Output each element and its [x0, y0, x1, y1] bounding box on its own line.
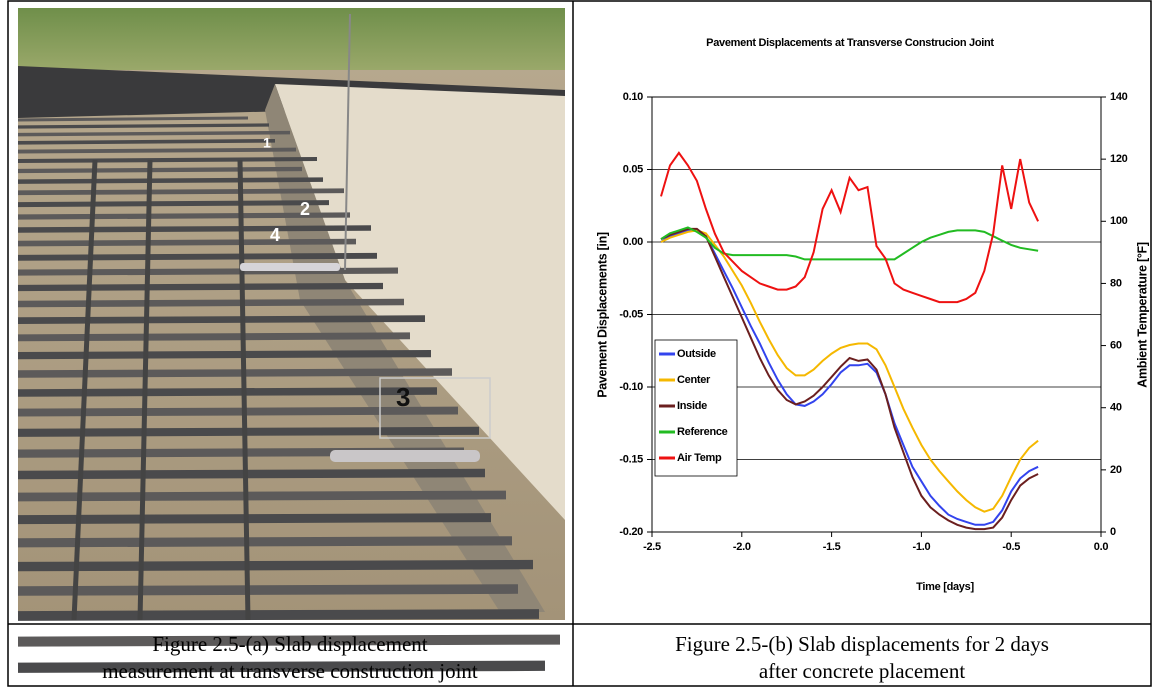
- legend-box: [654, 339, 738, 477]
- y2-tick-label: 80: [1110, 277, 1122, 289]
- y2-axis-label: Ambient Temperature [°F]: [1135, 242, 1149, 388]
- caption: Figure 2.5-(a) Slab displacement: [152, 632, 427, 656]
- legend-label: Center: [677, 374, 711, 386]
- rebar: [17, 252, 378, 261]
- table-border: [7, 0, 1152, 687]
- rebar: [71, 159, 98, 621]
- photo-sensor: [330, 450, 480, 462]
- y-tick-label: -0.20: [619, 526, 643, 538]
- y-tick-label: 0.05: [623, 163, 643, 175]
- rebar: [17, 225, 372, 233]
- x-axis-label: Time [days]: [916, 581, 974, 593]
- photo-frame: [379, 377, 491, 439]
- legend-label: Inside: [677, 400, 707, 412]
- rebar: [17, 609, 540, 621]
- legend-label: Reference: [677, 426, 728, 438]
- series-line: [660, 226, 1039, 261]
- rebar: [17, 188, 345, 196]
- rebar: [17, 123, 270, 129]
- x-tick-label: 0.0: [1094, 541, 1109, 553]
- rebar: [17, 350, 432, 360]
- rebar: [17, 332, 411, 342]
- rebar: [17, 468, 486, 480]
- y-tick-label: 0.00: [623, 236, 643, 248]
- rebar: [17, 536, 513, 548]
- table-frame: Figure 2.5-(a) Slab displacement measure…: [7, 0, 1152, 687]
- rebar: [17, 660, 546, 673]
- series-line: [660, 227, 1039, 531]
- photo-label: 4: [270, 225, 280, 245]
- x-tick-label: -1.5: [823, 541, 841, 553]
- rebar: [17, 238, 357, 247]
- rebar: [137, 159, 153, 621]
- y2-tick-label: 20: [1110, 464, 1122, 476]
- legend-label: Outside: [677, 348, 716, 360]
- rebar: [17, 138, 276, 145]
- rebar: [17, 490, 507, 502]
- caption: after concrete placement: [759, 659, 966, 683]
- rebar: [17, 166, 303, 174]
- rebar: [17, 406, 459, 417]
- x-tick-label: -1.0: [913, 541, 931, 553]
- rebar: [17, 200, 330, 208]
- y-tick-label: -0.05: [619, 308, 643, 320]
- y2-tick-label: 60: [1110, 339, 1122, 351]
- rebar: [17, 147, 297, 154]
- legend-label: Air Temp: [677, 452, 722, 464]
- rebars: [17, 116, 561, 673]
- y-tick-label: -0.15: [619, 453, 643, 465]
- photo-grass: [18, 8, 565, 70]
- y2-tick-label: 140: [1110, 91, 1128, 103]
- y-tick-label: -0.10: [619, 381, 643, 393]
- rebar: [17, 368, 453, 378]
- rebar: [17, 426, 480, 437]
- legend: Outside Center Inside Reference Air Temp: [654, 339, 738, 477]
- rebar: [17, 559, 534, 572]
- caption: measurement at transverse construction j…: [102, 659, 478, 683]
- caption: Figure 2.5-(b) Slab displacements for 2 …: [675, 632, 1049, 656]
- rebar: [17, 267, 399, 276]
- y2-tick-label: 120: [1110, 153, 1128, 165]
- rebar: [17, 584, 519, 596]
- rebar: [17, 177, 324, 184]
- rebar: [17, 387, 438, 397]
- photo-sensor: [240, 263, 340, 271]
- chart-title: Pavement Displacements at Transverse Con…: [706, 37, 994, 49]
- series-line: [660, 229, 1039, 513]
- plot-frame: [651, 96, 1102, 533]
- x-tick-label: -2.0: [733, 541, 751, 553]
- photo-label: 2: [300, 199, 310, 219]
- rebar: [17, 315, 426, 324]
- photo-label: 1: [263, 135, 271, 151]
- y-tick-label: 0.10: [623, 91, 643, 103]
- x-tick-label: -2.5: [643, 541, 661, 553]
- x-tick-label: -0.5: [1002, 541, 1020, 553]
- photo-rod: [344, 13, 351, 271]
- photo-slab-face: [265, 84, 545, 612]
- y2-tick-label: 40: [1110, 402, 1122, 414]
- y-axis-label: Pavement Displacements [in]: [595, 232, 609, 398]
- photo-label: 3: [396, 382, 410, 412]
- rebar: [17, 130, 291, 137]
- rebar: [237, 159, 251, 621]
- rebar: [17, 513, 492, 525]
- rebar: [17, 298, 405, 308]
- rebar: [17, 116, 249, 122]
- rebar: [17, 282, 384, 292]
- y2-tick-label: 0: [1110, 526, 1116, 538]
- y2-tick-label: 100: [1110, 215, 1128, 227]
- series-line: [660, 151, 1040, 304]
- series-line: [660, 229, 1039, 526]
- rebar: [17, 634, 561, 647]
- chart: Pavement Displacements at Transverse Con…: [595, 37, 1149, 593]
- rebar: [17, 156, 318, 164]
- rebar: [17, 212, 351, 220]
- photo: 1 2 4 3: [17, 8, 565, 673]
